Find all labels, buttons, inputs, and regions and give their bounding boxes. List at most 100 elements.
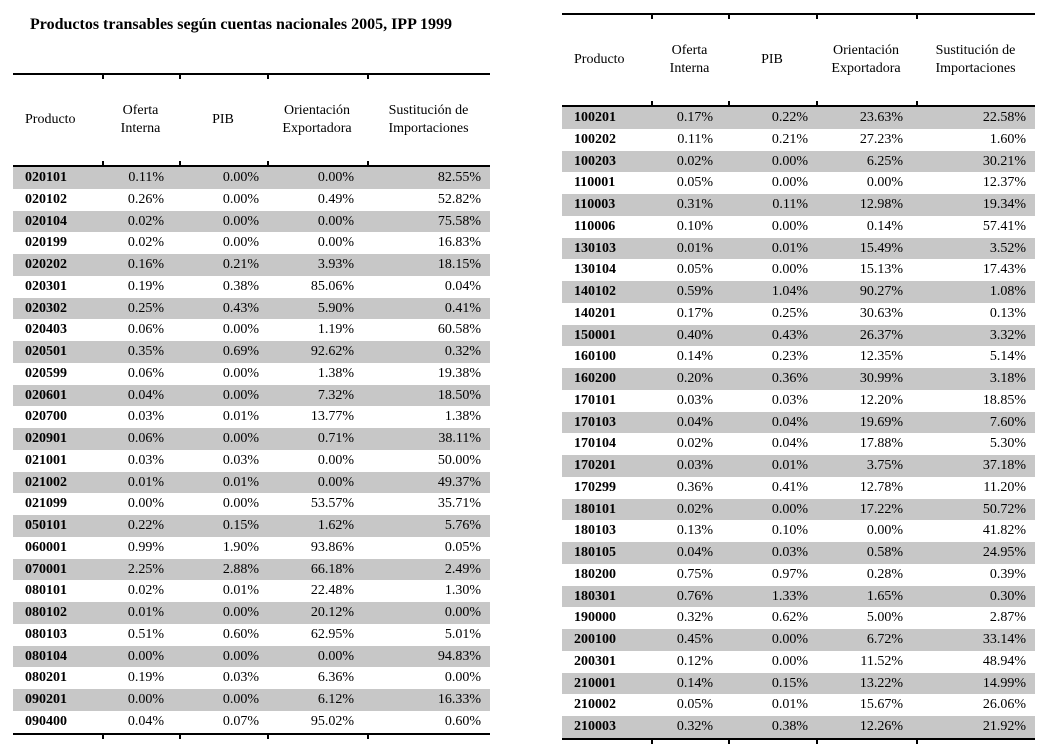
value-cell: 0.32% [444, 344, 481, 359]
product-code: 180301 [574, 588, 616, 604]
value-cell: 0.10% [771, 523, 808, 539]
value-cell: 0.10% [676, 218, 713, 234]
column-divider-tick [367, 734, 369, 739]
product-code: 110001 [574, 175, 616, 191]
table-body: 100201 0.17% 0.22% 23.63% 22.58% 100202 0.11% 0… [562, 107, 1035, 738]
value-cell: 5.14% [989, 349, 1026, 365]
product-code: 080101 [25, 583, 67, 599]
value-cell: 30.21% [982, 153, 1026, 169]
value-cell: 0.03% [771, 545, 808, 560]
value-cell: 0.76% [676, 588, 713, 604]
table-row: 170101 0.03% 0.03% 12.20% 18.85% [562, 390, 1035, 412]
table-row: 190000 0.32% 0.62% 5.00% 2.87% [562, 607, 1035, 629]
value-cell: 0.07% [222, 713, 259, 729]
product-code: 080103 [25, 626, 67, 642]
column-header: PIB [761, 51, 783, 67]
value-cell: 15.13% [859, 262, 903, 278]
value-cell: 0.05% [676, 697, 713, 713]
value-cell: 22.48% [310, 583, 354, 599]
value-cell: 0.04% [771, 414, 808, 430]
value-cell: 0.00% [317, 452, 354, 468]
table-rule-bot [562, 737, 1035, 744]
value-cell: 0.03% [127, 409, 164, 425]
value-cell: 16.33% [437, 692, 481, 707]
value-cell: 0.01% [127, 474, 164, 490]
column-divider-tick [102, 161, 104, 165]
value-cell: 1.30% [444, 583, 481, 599]
value-cell: 0.03% [676, 392, 713, 408]
value-cell: 18.85% [982, 392, 1026, 408]
column-divider-tick [651, 15, 653, 19]
table-row: 210002 0.05% 0.01% 15.67% 26.06% [562, 694, 1035, 716]
value-cell: 0.04% [127, 713, 164, 729]
product-code: 020599 [25, 365, 67, 381]
table-header-row: Producto Oferta Interna PIB Orientación Exp… [562, 15, 1035, 105]
column-divider-tick [916, 15, 918, 19]
column-divider-tick [916, 101, 918, 105]
value-cell: 0.00% [771, 153, 808, 169]
value-cell: 0.49% [317, 191, 354, 207]
value-cell: 49.37% [437, 474, 481, 490]
product-code: 080104 [25, 648, 67, 664]
table-row: 020302 0.25% 0.43% 5.90% 0.41% [13, 297, 490, 320]
value-cell: 0.04% [771, 436, 808, 452]
table-row: 020700 0.03% 0.01% 13.77% 1.38% [13, 406, 490, 428]
value-cell: 0.00% [444, 605, 481, 620]
value-cell: 0.40% [676, 327, 713, 343]
value-cell: 0.01% [222, 474, 259, 490]
column-header: Sustitución de Importaciones [388, 102, 469, 136]
value-cell: 0.21% [222, 257, 259, 272]
value-cell: 85.06% [310, 278, 354, 294]
product-code: 020202 [25, 257, 67, 272]
table-row: 110006 0.10% 0.00% 0.14% 57.41% [562, 216, 1035, 238]
column-divider-tick [102, 734, 104, 739]
value-cell: 2.49% [444, 561, 481, 577]
product-code: 020101 [25, 170, 67, 185]
value-cell: 0.14% [866, 218, 903, 234]
value-cell: 3.18% [989, 371, 1026, 386]
value-cell: 12.98% [859, 197, 903, 212]
value-cell: 3.93% [317, 257, 354, 272]
value-cell: 0.06% [127, 431, 164, 446]
value-cell: 0.38% [771, 719, 808, 734]
column-divider-tick [728, 101, 730, 105]
value-cell: 0.01% [771, 697, 808, 713]
value-cell: 35.71% [437, 496, 481, 512]
product-code: 060001 [25, 539, 67, 555]
value-cell: 66.18% [310, 561, 354, 577]
value-cell: 17.43% [982, 262, 1026, 278]
value-cell: 13.22% [859, 675, 903, 691]
table-rule-bot [13, 732, 490, 739]
table-row: 021002 0.01% 0.01% 0.00% 49.37% [13, 471, 490, 494]
value-cell: 21.92% [982, 719, 1026, 734]
table-row: 021099 0.00% 0.00% 53.57% 35.71% [13, 493, 490, 515]
value-cell: 1.19% [317, 322, 354, 338]
column-divider-tick [179, 734, 181, 739]
value-cell: 3.32% [989, 327, 1026, 343]
product-code: 080102 [25, 605, 67, 620]
value-cell: 0.97% [771, 566, 808, 582]
table-row: 021001 0.03% 0.03% 0.00% 50.00% [13, 450, 490, 472]
value-cell: 82.55% [437, 170, 481, 185]
column-header: Producto [574, 51, 625, 67]
value-cell: 0.00% [771, 175, 808, 191]
value-cell: 0.00% [771, 653, 808, 669]
value-cell: 12.37% [982, 175, 1026, 191]
value-cell: 52.82% [437, 191, 481, 207]
value-cell: 19.69% [859, 414, 903, 430]
value-cell: 0.20% [676, 371, 713, 386]
table-row: 020601 0.04% 0.00% 7.32% 18.50% [13, 384, 490, 407]
value-cell: 11.52% [860, 653, 903, 669]
value-cell: 0.17% [676, 110, 713, 125]
table-row: 210003 0.32% 0.38% 12.26% 21.92% [562, 716, 1035, 738]
value-cell: 0.16% [127, 257, 164, 272]
product-code: 020901 [25, 431, 67, 446]
product-code: 020501 [25, 344, 67, 359]
value-cell: 6.25% [866, 153, 903, 169]
column-header: Producto [25, 111, 76, 127]
value-cell: 0.01% [676, 240, 713, 256]
table-row: 150001 0.40% 0.43% 26.37% 3.32% [562, 324, 1035, 347]
value-cell: 6.72% [866, 632, 903, 647]
value-cell: 0.59% [676, 284, 713, 299]
table-row: 060001 0.99% 1.90% 93.86% 0.05% [13, 537, 490, 559]
